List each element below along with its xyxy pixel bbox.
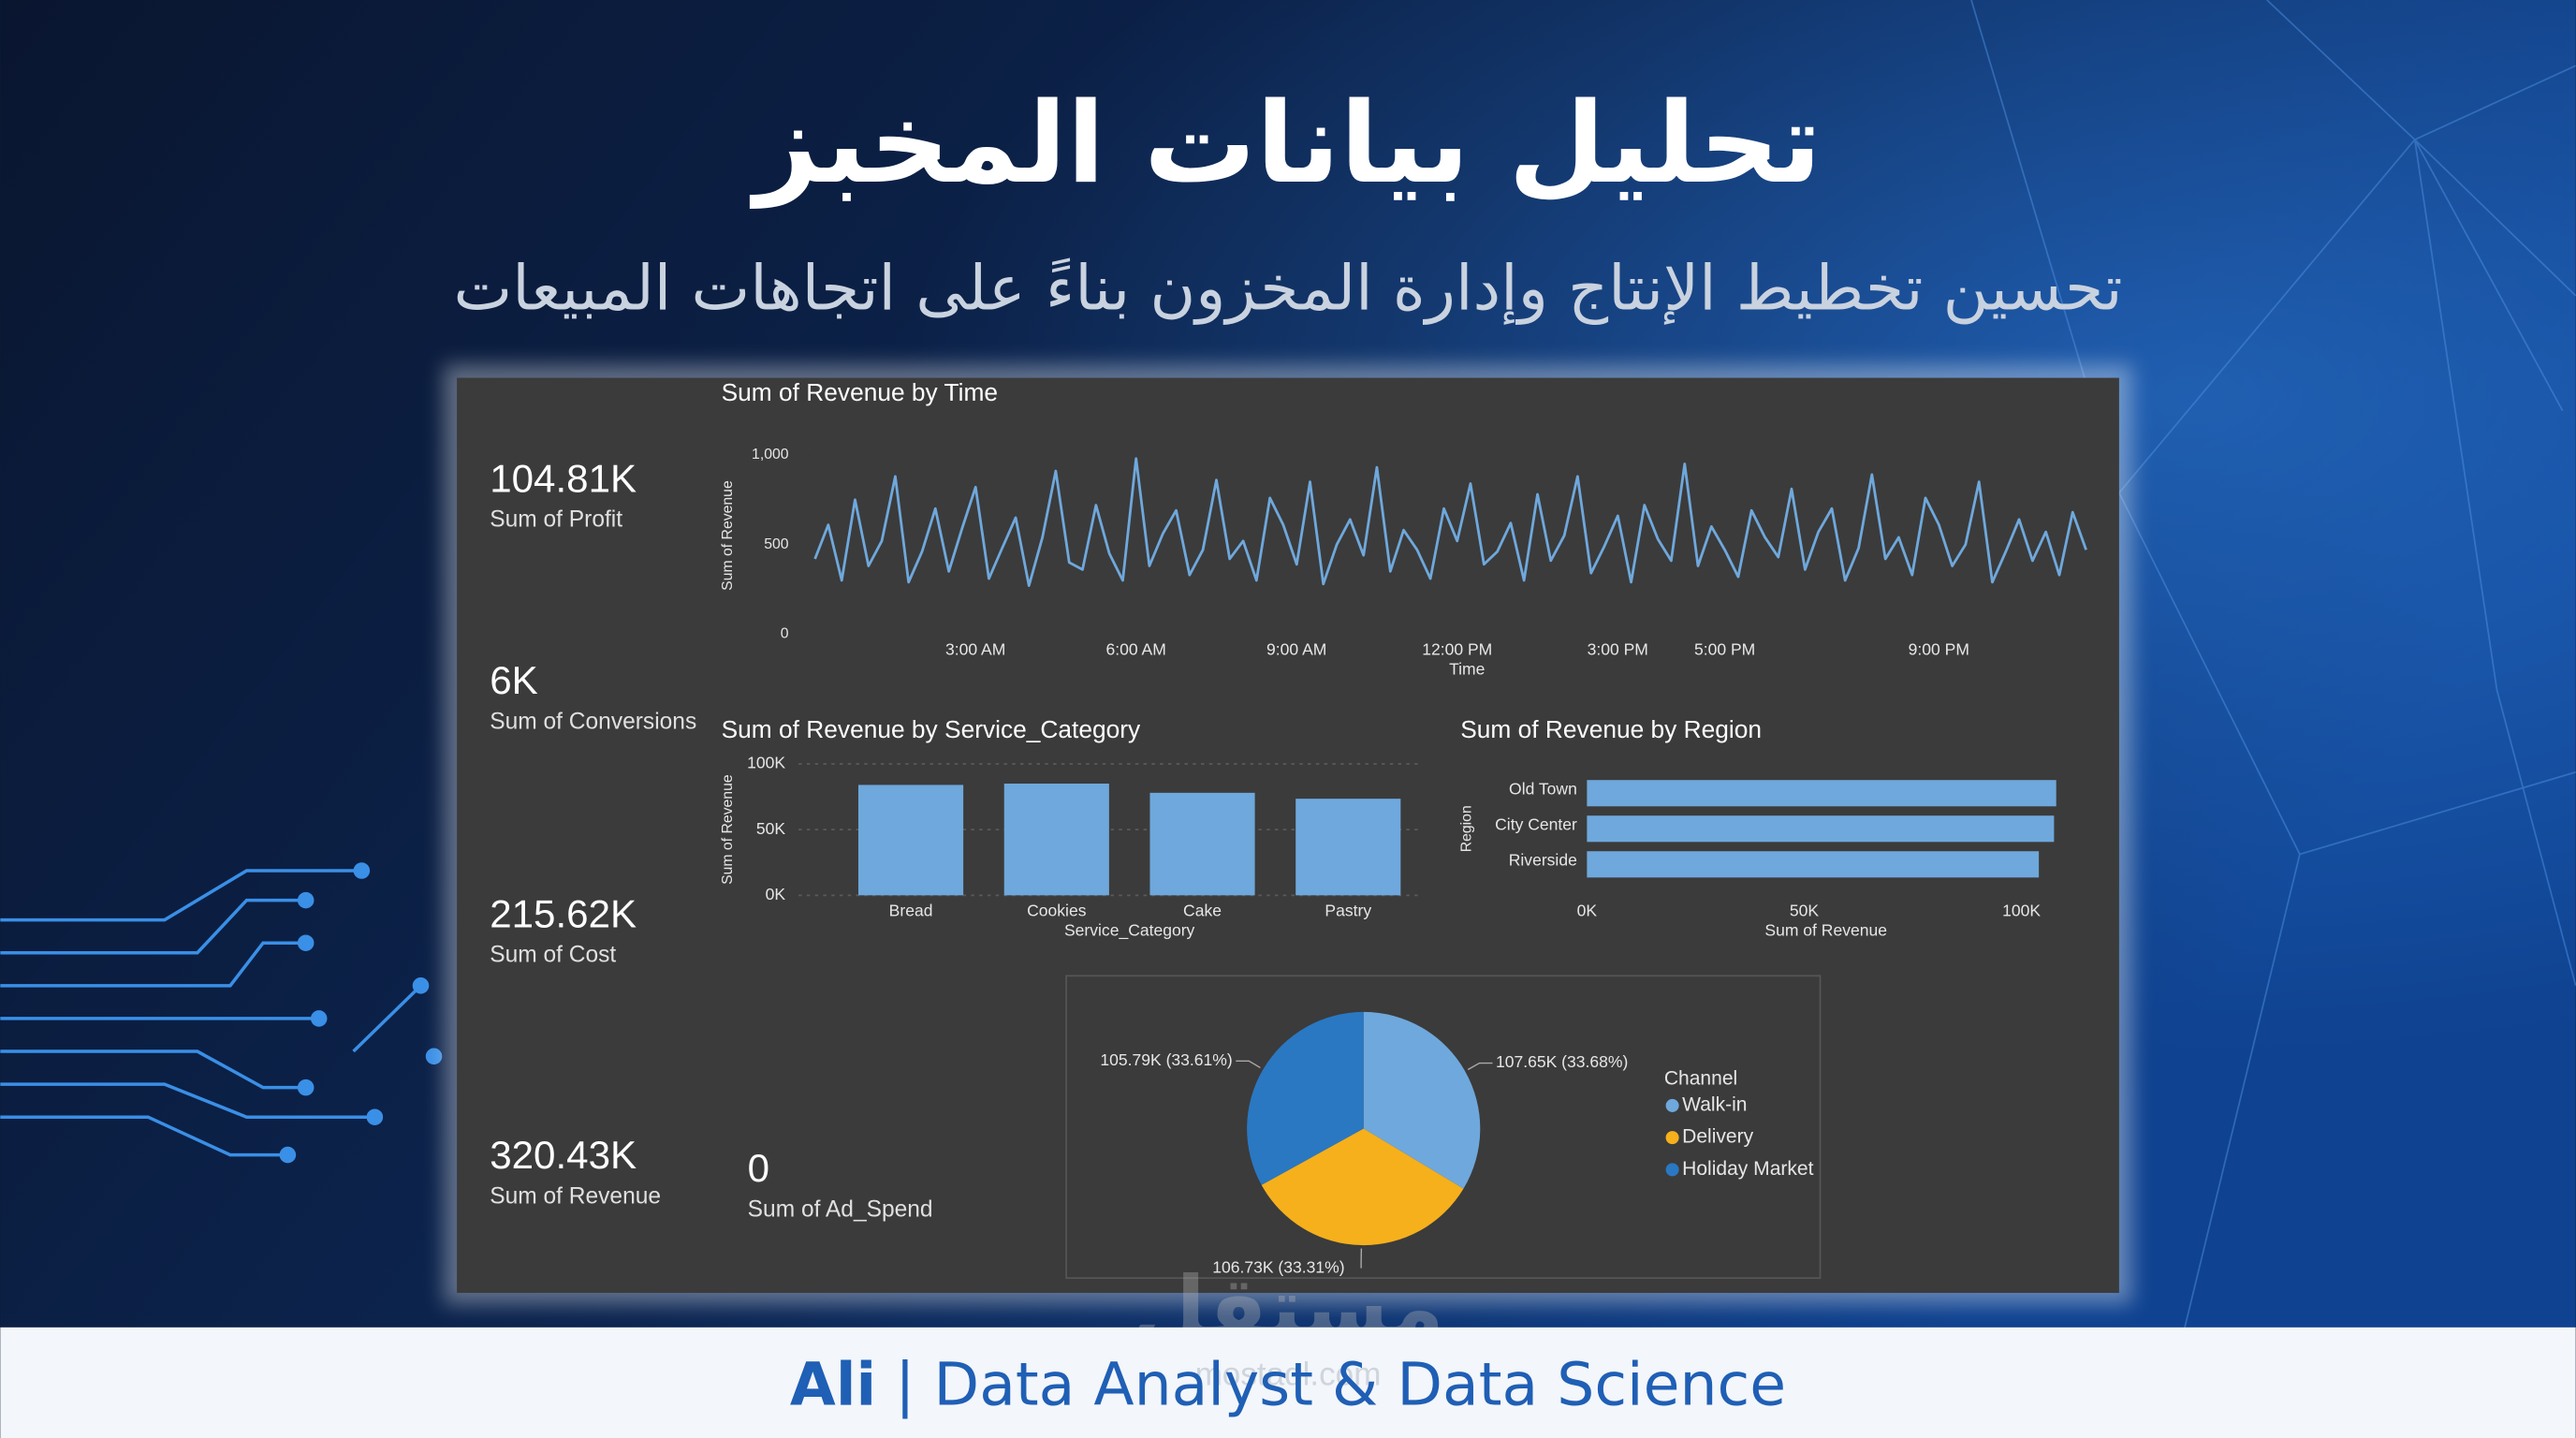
data-label: 105.79K (33.61%) (1100, 1050, 1232, 1069)
legend-marker (1665, 1098, 1679, 1112)
kpi-value: 215.62K (490, 891, 637, 935)
x-axis-title: Sum of Revenue (1764, 921, 1887, 940)
x-tick-label: 100K (2002, 902, 2041, 920)
kpi-label: Sum of Revenue (490, 1184, 661, 1210)
leader-line (1467, 1062, 1493, 1071)
data-label: 106.73K (33.31%) (1212, 1257, 1344, 1276)
footer-name: Ali (790, 1349, 876, 1418)
charts: Sum of Revenue by Time 0 500 1,000 3:00 AM 6:… (720, 378, 2087, 1276)
x-axis-title: Time (1449, 660, 1485, 679)
legend-title: Channel (1664, 1067, 1737, 1089)
y-tick-label: 100K (747, 754, 785, 772)
kpi-value: 104.81K (490, 456, 637, 500)
y-tick-label: City Center (1495, 814, 1577, 833)
legend-label: Walk-in (1682, 1093, 1747, 1115)
y-tick-label: 0 (781, 625, 789, 641)
y-tick-label: Old Town (1509, 779, 1577, 798)
y-tick-label: 500 (764, 536, 789, 552)
kpi-group: 104.81K Sum of Profit 6K Sum of Conversions… (490, 456, 932, 1222)
legend-label: Holiday Market (1682, 1158, 1814, 1180)
kpi-value: 0 (748, 1146, 769, 1190)
footer-text: Ali | Data Analyst & Data Science (790, 1349, 1786, 1419)
bar (1149, 792, 1255, 896)
chart-title: Sum of Revenue by Region (1460, 715, 1762, 743)
y-tick-label: Riverside (1509, 850, 1577, 869)
watermark-url: mostaql.com (1195, 1357, 1382, 1393)
pie-slice (1261, 1128, 1464, 1246)
y-axis-title: Sum of Revenue (720, 480, 736, 591)
circuit-decoration (0, 862, 443, 1164)
leader-line (1236, 1060, 1261, 1069)
x-tick-label: Pastry (1325, 902, 1371, 920)
pie-slice (1363, 1011, 1481, 1189)
x-tick-label: Bread (889, 902, 933, 920)
x-tick-label: 3:00 AM (945, 640, 1005, 659)
x-tick-label: 5:00 PM (1694, 640, 1755, 659)
pie-slice (1247, 1011, 1364, 1185)
x-tick-label: 3:00 PM (1588, 640, 1648, 659)
bar (858, 785, 964, 896)
y-axis-title: Sum of Revenue (720, 774, 736, 885)
pie-frame (1065, 975, 1822, 1280)
data-label: 107.65K (33.68%) (1496, 1052, 1628, 1071)
kpi-value: 320.43K (490, 1133, 637, 1177)
y-axis-title: Region (1458, 805, 1474, 852)
x-tick-label: 9:00 AM (1266, 640, 1326, 659)
x-tick-label: 0K (1577, 902, 1598, 920)
y-tick-label: 1,000 (752, 447, 789, 462)
kpi-label: Sum of Profit (490, 507, 622, 533)
bar (1003, 784, 1109, 896)
footer-separator: | (895, 1349, 915, 1419)
x-tick-label: 6:00 AM (1106, 640, 1166, 659)
bar (1587, 851, 2040, 878)
x-axis-title: Service_Category (1064, 921, 1195, 941)
chart-title: Sum of Revenue by Time (722, 378, 998, 406)
chart-title: Sum of Revenue by Service_Category (722, 715, 1141, 743)
legend-label: Delivery (1682, 1126, 1753, 1148)
legend-marker (1665, 1163, 1679, 1177)
subtitle: تحسين تخطيط الإنتاج وإدارة المخزون بناءً… (453, 251, 2122, 325)
kpi-label: Sum of Cost (490, 943, 616, 968)
network-lines (1970, 0, 2576, 1328)
legend-marker (1665, 1131, 1679, 1145)
bar (1587, 815, 2055, 843)
bar (1295, 799, 1401, 896)
title: تحليل بيانات المخبز (750, 79, 1822, 209)
x-tick-label: 9:00 PM (1909, 640, 1969, 659)
x-tick-label: 12:00 PM (1422, 640, 1492, 659)
y-tick-label: 0K (766, 885, 786, 903)
x-tick-label: 50K (1790, 902, 1820, 920)
y-tick-label: 50K (756, 819, 786, 838)
footer-role: Data Analyst & Data Science (934, 1349, 1787, 1418)
kpi-label: Sum of Ad_Spend (748, 1197, 933, 1223)
kpi-value: 6K (490, 658, 538, 702)
bar (1587, 780, 2056, 807)
x-tick-label: Cake (1183, 902, 1222, 920)
revenue-line (813, 457, 2087, 587)
footer-band (0, 1327, 2576, 1438)
kpi-label: Sum of Conversions (490, 710, 696, 735)
x-tick-label: Cookies (1027, 902, 1087, 920)
